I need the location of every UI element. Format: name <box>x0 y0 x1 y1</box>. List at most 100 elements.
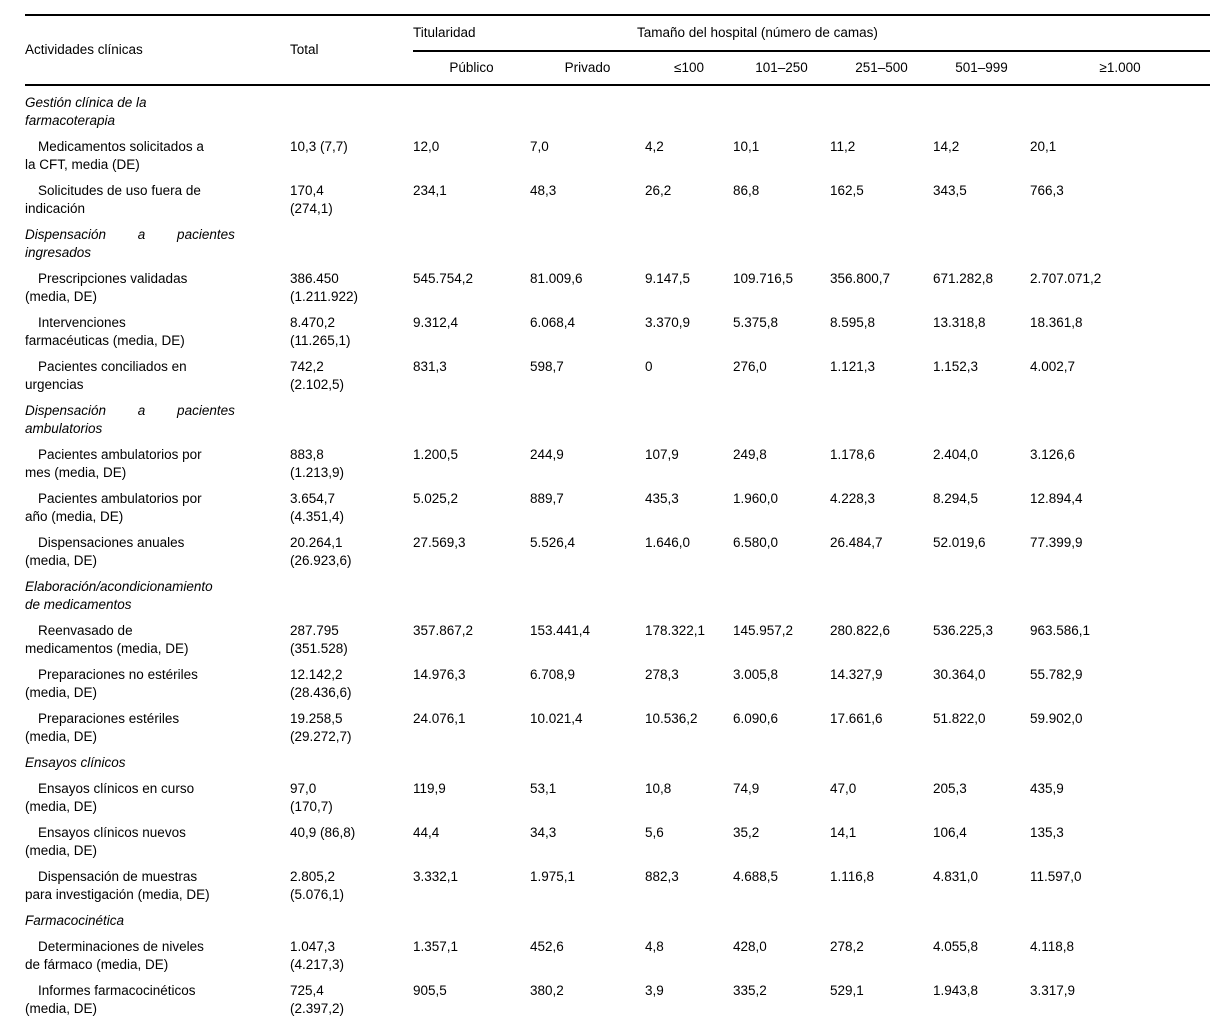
table-row: Dispensación de muestras para investigac… <box>25 868 1210 912</box>
value-cell: 10,8 <box>645 781 672 796</box>
value-cell: 4.055,8 <box>933 939 979 954</box>
value-cell: 4.688,5 <box>733 869 779 884</box>
value-cell: 356.800,7 <box>830 271 891 286</box>
value-cell: 3.332,1 <box>413 869 459 884</box>
table-row: Ensayos clínicos nuevos (media, DE) 40,9 … <box>25 824 1210 868</box>
value-cell <box>1030 402 1210 446</box>
value-cell: 882,3 <box>645 869 679 884</box>
value-cell <box>830 578 933 622</box>
col-header-hospital-size: Tamaño del hospital (número de camas) <box>637 14 1211 52</box>
total-cell: 19.258,5 (29.272,7) <box>290 711 352 744</box>
table-row: Dispensaciones anuales (media, DE) 20.264… <box>25 534 1210 578</box>
value-cell: 2.707.071,2 <box>1030 271 1102 286</box>
total-cell: 20.264,1 (26.923,6) <box>290 535 352 568</box>
activity-label: Pacientes ambulatorios por mes (media, D… <box>25 447 202 480</box>
value-cell: 14,2 <box>933 139 960 154</box>
activity-label: Pacientes conciliados en urgencias <box>25 359 187 392</box>
total-cell <box>290 85 413 138</box>
table-header: Actividades clínicas Total Titularidad T… <box>25 14 1211 86</box>
table-row: Pacientes conciliados en urgencias 742,2 … <box>25 358 1210 402</box>
header-row-sub: Público Privado ≤100 101–250 251–500 501… <box>25 51 1211 86</box>
value-cell: 35,2 <box>733 825 760 840</box>
table-row: Determinaciones de niveles de fármaco (m… <box>25 938 1210 982</box>
activity-label: Preparaciones no estériles (media, DE) <box>25 667 198 700</box>
value-cell <box>933 912 1030 938</box>
value-cell <box>733 226 830 270</box>
total-cell: 8.470,2 (11.265,1) <box>290 315 351 348</box>
value-cell: 10.536,2 <box>645 711 698 726</box>
value-cell: 5,6 <box>645 825 664 840</box>
value-cell: 14,1 <box>830 825 857 840</box>
activity-label: Intervenciones farmacéuticas (media, DE) <box>25 315 185 348</box>
activity-label: Solicitudes de uso fuera de indicación <box>25 183 201 216</box>
value-cell: 13.318,8 <box>933 315 986 330</box>
activity-label: Dispensación de muestras para investigac… <box>25 869 210 902</box>
value-cell: 77.399,9 <box>1030 535 1083 550</box>
value-cell: 435,3 <box>645 491 679 506</box>
clinical-activities-table: Actividades clínicas Total Titularidad T… <box>25 14 1211 1029</box>
value-cell: 234,1 <box>413 183 447 198</box>
value-cell: 3.126,6 <box>1030 447 1076 462</box>
value-cell: 889,7 <box>530 491 564 506</box>
value-cell: 145.957,2 <box>733 623 794 638</box>
table-row: Pacientes ambulatorios por año (media, D… <box>25 490 1210 534</box>
section-row: Dispensación a pacientes ingresados <box>25 226 1210 270</box>
section-label: Dispensación a pacientes ingresados <box>25 227 235 260</box>
value-cell <box>830 754 933 780</box>
value-cell: 1.152,3 <box>933 359 979 374</box>
value-cell <box>413 85 530 138</box>
value-cell <box>1030 912 1210 938</box>
activity-label: Determinaciones de niveles de fármaco (m… <box>25 939 204 972</box>
value-cell <box>645 754 733 780</box>
table-row: Preparaciones estériles (media, DE) 19.25… <box>25 710 1210 754</box>
total-cell <box>290 226 413 270</box>
total-cell: 725,4 (2.397,2) <box>290 982 413 1029</box>
value-cell <box>1030 578 1210 622</box>
value-cell: 452,6 <box>530 939 564 954</box>
value-cell: 55.782,9 <box>1030 667 1083 682</box>
value-cell: 335,2 <box>733 982 830 1029</box>
section-row: Farmacocinética <box>25 912 1210 938</box>
value-cell: 34,3 <box>530 825 557 840</box>
value-cell <box>830 912 933 938</box>
value-cell: 8.294,5 <box>933 491 979 506</box>
value-cell <box>933 754 1030 780</box>
value-cell: 81.009,6 <box>530 271 583 286</box>
value-cell <box>830 226 933 270</box>
section-label: Elaboración/acondicionamiento de medicam… <box>25 579 213 612</box>
value-cell: 107,9 <box>645 447 679 462</box>
total-cell: 742,2 (2.102,5) <box>290 359 345 392</box>
value-cell: 1.943,8 <box>933 982 1030 1029</box>
total-cell: 386.450 (1.211.922) <box>290 271 359 304</box>
value-cell <box>530 402 645 446</box>
value-cell: 51.822,0 <box>933 711 986 726</box>
value-cell: 905,5 <box>413 982 530 1029</box>
value-cell: 4,2 <box>645 139 664 154</box>
value-cell: 278,3 <box>645 667 679 682</box>
value-cell: 44,4 <box>413 825 440 840</box>
value-cell: 10.021,4 <box>530 711 583 726</box>
value-cell: 48,3 <box>530 183 557 198</box>
hospital-size-label: Tamaño del hospital (número de camas) <box>637 25 878 40</box>
value-cell <box>530 912 645 938</box>
value-cell: 278,2 <box>830 939 864 954</box>
value-cell: 119,9 <box>413 781 446 796</box>
total-cell: 10,3 (7,7) <box>290 139 348 154</box>
value-cell: 30.364,0 <box>933 667 986 682</box>
value-cell: 6.090,6 <box>733 711 779 726</box>
activity-label: Preparaciones estériles (media, DE) <box>25 711 180 744</box>
col-header-total: Total <box>290 14 413 86</box>
value-cell: 7,0 <box>530 139 549 154</box>
value-cell <box>733 912 830 938</box>
total-cell <box>290 754 413 780</box>
col-header-ge1000: ≥1.000 <box>1030 51 1211 86</box>
value-cell <box>933 85 1030 138</box>
value-cell: 3.005,8 <box>733 667 779 682</box>
total-cell: 1.047,3 (4.217,3) <box>290 939 345 972</box>
value-cell: 4.831,0 <box>933 869 979 884</box>
col-header-privado: Privado <box>530 51 645 86</box>
value-cell: 9.147,5 <box>645 271 691 286</box>
table-row: Intervenciones farmacéuticas (media, DE)… <box>25 314 1210 358</box>
value-cell: 12,0 <box>413 139 440 154</box>
